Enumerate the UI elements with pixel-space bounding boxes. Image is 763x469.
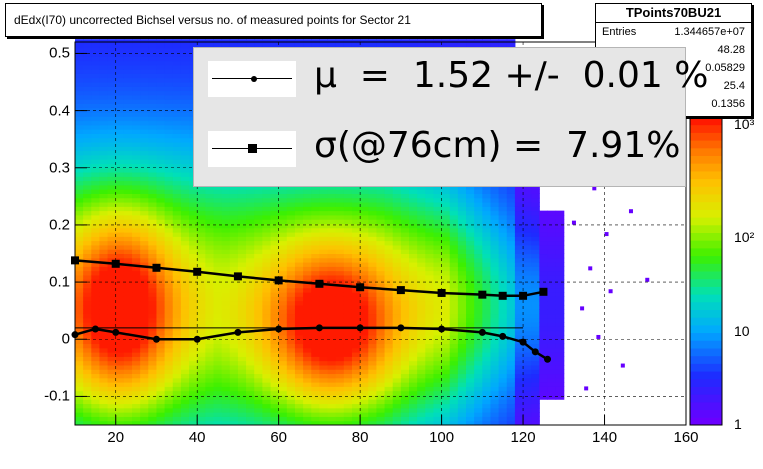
legend-entry-mu: μ = 1.52 +/- 0.01 % [194, 48, 708, 118]
sigma-point [111, 259, 120, 268]
legend-sigma-text: σ(@76cm) = 7.91% [314, 125, 681, 166]
stats-value: 48.28 [717, 44, 745, 56]
sigma-point [315, 279, 324, 288]
sigma-point [233, 272, 242, 281]
color-bar-frame [689, 116, 723, 426]
mean-point [193, 335, 201, 343]
mean-point [544, 355, 552, 363]
legend-sample-square [208, 131, 296, 167]
stats-row: 0.05829 [596, 59, 751, 77]
stats-row: Entries 1.344657e+07 [596, 23, 751, 41]
stats-label: Entries [602, 26, 637, 38]
sigma-point [478, 290, 487, 299]
z-tick-label: 10³ [734, 116, 755, 132]
mean-point [112, 328, 120, 336]
stats-value: 1.344657e+07 [674, 26, 745, 38]
y-tick-label: 0.2 [49, 216, 70, 234]
y-tick-label: 0.5 [49, 44, 70, 62]
stats-row: 0.1356 [596, 95, 751, 113]
x-tick-label: 40 [188, 429, 206, 446]
stats-value: 0.05829 [705, 62, 745, 74]
mean-point [275, 325, 283, 333]
mean-point [152, 335, 160, 343]
sigma-point [152, 263, 161, 272]
sigma-point [396, 286, 405, 295]
x-tick-label: 140 [592, 429, 618, 446]
stats-name: TPoints70BU21 [596, 4, 751, 23]
mean-point [499, 332, 507, 340]
x-tick-label: 120 [510, 429, 536, 446]
mean-point [91, 325, 99, 333]
x-tick-label: 160 [673, 429, 699, 446]
x-tick-label: 20 [107, 429, 125, 446]
sigma-point [539, 287, 548, 296]
z-tick-label: 1 [734, 416, 742, 432]
stats-value: 0.1356 [711, 98, 745, 110]
y-tick-label: 0.1 [49, 273, 70, 291]
sigma-point [437, 288, 446, 297]
chart-title: dEdx(I70) uncorrected Bichsel versus no.… [14, 13, 411, 27]
x-tick-label: 80 [351, 429, 369, 446]
sigma-point [498, 291, 507, 300]
mean-point [234, 328, 242, 336]
mean-point [438, 325, 446, 333]
legend-entry-sigma: σ(@76cm) = 7.91% [194, 118, 685, 188]
fit-legend: μ = 1.52 +/- 0.01 % σ(@76cm) = 7.91% [193, 47, 708, 188]
sigma-point [356, 283, 365, 292]
color-scale-bar [690, 117, 722, 426]
x-tick-label: 100 [429, 429, 455, 446]
stats-row: 48.28 [596, 41, 751, 59]
stats-value: 25.4 [723, 80, 745, 92]
chart-title-box: dEdx(I70) uncorrected Bichsel versus no.… [5, 3, 542, 37]
mean-point [478, 328, 486, 336]
y-tick-label: 0 [61, 330, 70, 348]
plot-frame [74, 41, 687, 426]
stats-row: 25.4 [596, 77, 751, 95]
x-tick-label: 60 [270, 429, 287, 446]
legend-sample-dot [208, 61, 296, 97]
legend-mu-text: μ = 1.52 +/- 0.01 % [314, 55, 709, 96]
mean-point [519, 338, 527, 346]
z-tick-label: 10² [734, 229, 755, 246]
y-tick-label: 0.4 [49, 102, 70, 120]
sigma-point [519, 291, 528, 300]
y-tick-label: -0.1 [44, 387, 70, 405]
mean-point [531, 348, 539, 356]
z-tick-label: 10 [734, 322, 750, 339]
y-tick-label: 0.3 [49, 159, 70, 177]
sigma-point [193, 267, 202, 276]
sigma-point [274, 276, 283, 285]
